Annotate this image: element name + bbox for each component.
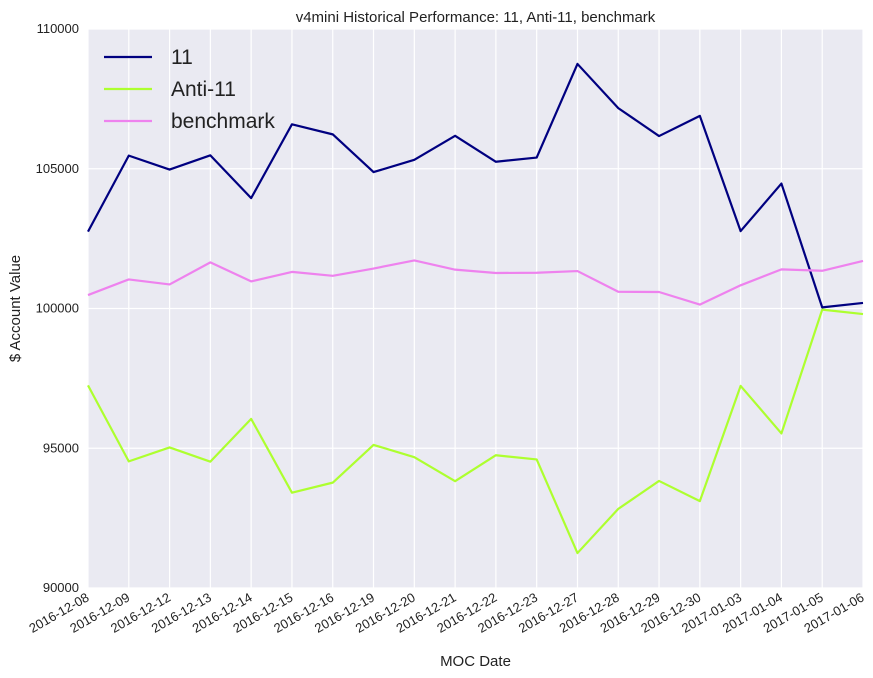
series-lines bbox=[87, 62, 864, 555]
x-axis-title: MOC Date bbox=[440, 653, 511, 670]
series-line-benchmark bbox=[87, 259, 864, 306]
series-line-anti-11 bbox=[87, 308, 864, 555]
series-line-11 bbox=[87, 62, 864, 309]
y-tick-label: 100000 bbox=[36, 301, 79, 316]
chart-title: v4mini Historical Performance: 11, Anti-… bbox=[296, 9, 656, 26]
y-tick-label: 90000 bbox=[43, 580, 79, 595]
grid-lines bbox=[87, 28, 864, 589]
y-tick-label: 95000 bbox=[43, 440, 79, 455]
y-tick-label: 105000 bbox=[36, 161, 79, 176]
y-tick-label: 110000 bbox=[37, 21, 79, 36]
y-axis-title: $ Account Value bbox=[7, 255, 24, 362]
legend: 11 Anti-11 benchmark bbox=[104, 46, 275, 133]
legend-label: benchmark bbox=[171, 110, 275, 133]
legend-label: Anti-11 bbox=[171, 78, 236, 101]
y-axis-ticks: 90000 95000 100000 105000 110000 bbox=[36, 21, 79, 595]
legend-label: 11 bbox=[171, 46, 193, 69]
x-axis-ticks: 2016-12-082016-12-092016-12-122016-12-13… bbox=[26, 590, 866, 636]
